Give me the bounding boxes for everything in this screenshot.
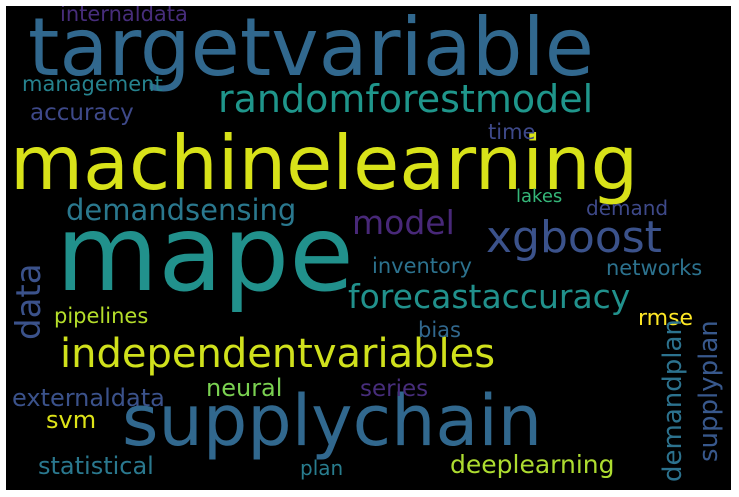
word-demand: demand bbox=[586, 196, 669, 220]
word-management: management bbox=[22, 72, 163, 96]
word-deeplearning: deeplearning bbox=[450, 450, 615, 479]
word-demandsensing: demandsensing bbox=[66, 193, 297, 227]
word-mape: mape bbox=[56, 193, 354, 315]
word-model: model bbox=[352, 203, 455, 242]
word-demandplan: demandplan bbox=[658, 319, 688, 482]
word-randomforestmodel: randomforestmodel bbox=[218, 77, 594, 121]
word-forecastaccuracy: forecastaccuracy bbox=[348, 277, 631, 316]
word-rmse: rmse bbox=[638, 306, 694, 331]
word-machinelearning: machinelearning bbox=[10, 119, 639, 207]
word-neural: neural bbox=[206, 374, 283, 402]
word-plan: plan bbox=[300, 456, 344, 480]
word-data: data bbox=[9, 263, 49, 340]
word-targetvariable: targetvariable bbox=[28, 6, 594, 94]
word-supplyplan: supplyplan bbox=[694, 320, 724, 462]
word-networks: networks bbox=[606, 256, 703, 280]
word-externaldata: externaldata bbox=[12, 384, 165, 412]
word-bias: bias bbox=[418, 318, 461, 342]
word-independentvariables: independentvariables bbox=[60, 331, 496, 377]
word-pipelines: pipelines bbox=[54, 304, 149, 328]
word-lakes: lakes bbox=[516, 186, 563, 207]
word-internaldata: internaldata bbox=[60, 6, 188, 26]
word-series: series bbox=[360, 376, 429, 402]
word-time: time bbox=[488, 120, 536, 144]
word-supplychain: supplychain bbox=[122, 380, 543, 462]
word-cloud: targetvariable machinelearning mape supp… bbox=[6, 6, 731, 490]
word-inventory: inventory bbox=[372, 254, 472, 278]
word-xgboost: xgboost bbox=[486, 212, 662, 263]
word-statistical: statistical bbox=[38, 452, 154, 480]
word-accuracy: accuracy bbox=[30, 100, 134, 126]
word-svm: svm bbox=[46, 406, 97, 434]
